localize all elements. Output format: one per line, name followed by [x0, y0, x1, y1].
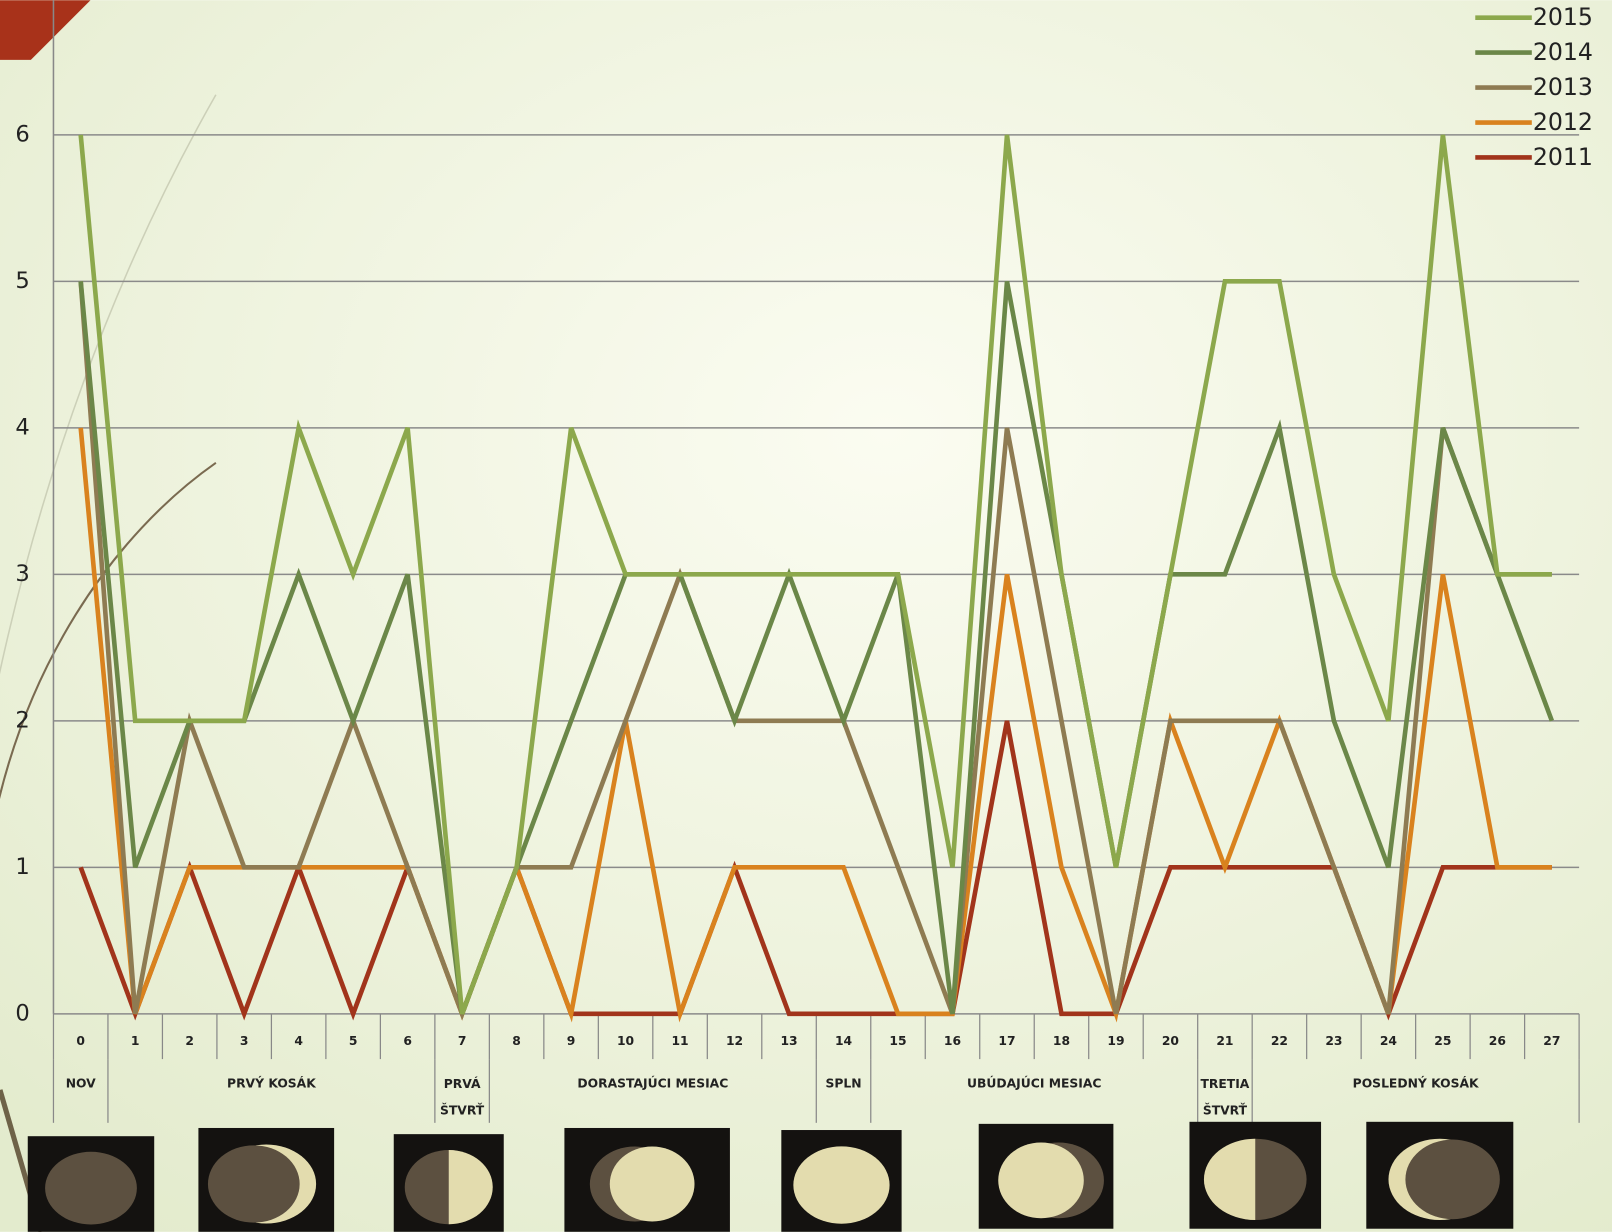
moon	[793, 1146, 890, 1224]
x-tick-label: 20	[1162, 1034, 1179, 1048]
moon-shadow	[1405, 1139, 1500, 1220]
phase-label: DORASTAJÚCI MESIAC	[577, 1075, 728, 1090]
x-tick-label: 19	[1107, 1034, 1124, 1048]
x-tick-label: 3	[240, 1034, 249, 1048]
legend-label: 2011	[1533, 143, 1593, 171]
series-line	[78, 280, 1555, 1015]
x-tick-label: 12	[726, 1034, 743, 1048]
series-line	[78, 281, 1552, 1021]
y-tick-label: 3	[15, 561, 29, 587]
y-tick-label: 5	[15, 268, 29, 294]
x-tick-label: 9	[567, 1034, 576, 1048]
x-tick-label: 7	[458, 1034, 467, 1048]
x-tick-label: 14	[835, 1034, 853, 1048]
legend-label: 2013	[1533, 73, 1593, 101]
moon-lit	[448, 1149, 493, 1225]
x-tick-label: 11	[671, 1034, 688, 1048]
x-tick-label: 17	[998, 1034, 1015, 1048]
x-tick-label: 13	[780, 1034, 797, 1048]
y-tick-label: 6	[15, 121, 29, 147]
y-tick-label: 2	[15, 707, 29, 733]
y-tick-label: 0	[15, 1000, 29, 1026]
x-tick-label: 16	[944, 1034, 961, 1048]
moon-lit	[609, 1146, 695, 1222]
x-tick-label: 27	[1543, 1034, 1560, 1048]
corner-decoration	[0, 0, 91, 60]
x-tick-label: 22	[1271, 1034, 1288, 1048]
x-tick-label: 8	[512, 1034, 521, 1048]
moon	[45, 1151, 137, 1225]
x-tick-label: 26	[1489, 1034, 1506, 1048]
decor-curve	[0, 461, 217, 800]
legend-label: 2012	[1533, 108, 1593, 136]
legend-label: 2015	[1533, 3, 1593, 31]
series-line	[78, 720, 1552, 1021]
x-tick-label: 10	[617, 1034, 634, 1048]
x-tick-label: 0	[76, 1034, 85, 1048]
x-tick-label: 24	[1380, 1034, 1398, 1048]
x-tick-label: 18	[1053, 1034, 1070, 1048]
y-tick-label: 4	[15, 414, 29, 440]
phase-label: POSLEDNÝ KOSÁK	[1353, 1075, 1479, 1090]
y-tick-label: 1	[15, 854, 29, 880]
x-tick-label: 6	[403, 1034, 412, 1048]
phase-label: PRVÝ KOSÁK	[227, 1075, 316, 1090]
moon-shadow	[207, 1145, 300, 1223]
series-line	[78, 134, 1552, 1015]
x-tick-label: 1	[131, 1034, 140, 1048]
x-tick-label: 21	[1216, 1034, 1233, 1048]
x-tick-label: 2	[185, 1034, 194, 1048]
phase-label: SPLN	[825, 1076, 861, 1090]
phase-label: NOV	[66, 1076, 96, 1090]
x-tick-label: 23	[1325, 1034, 1342, 1048]
legend-label: 2014	[1533, 38, 1593, 66]
moon-lit	[1203, 1138, 1256, 1221]
x-tick-label: 25	[1434, 1034, 1451, 1048]
moon-lit	[998, 1142, 1084, 1219]
x-tick-label: 15	[889, 1034, 906, 1048]
phase-label: PRVÁ ŠTVRŤ	[440, 1075, 485, 1117]
phase-label: UBÚDAJÚCI MESIAC	[967, 1075, 1101, 1090]
x-tick-label: 5	[349, 1034, 358, 1048]
phase-label: TRETIA ŠTVRŤ	[1200, 1076, 1249, 1117]
x-tick-label: 4	[294, 1034, 303, 1048]
